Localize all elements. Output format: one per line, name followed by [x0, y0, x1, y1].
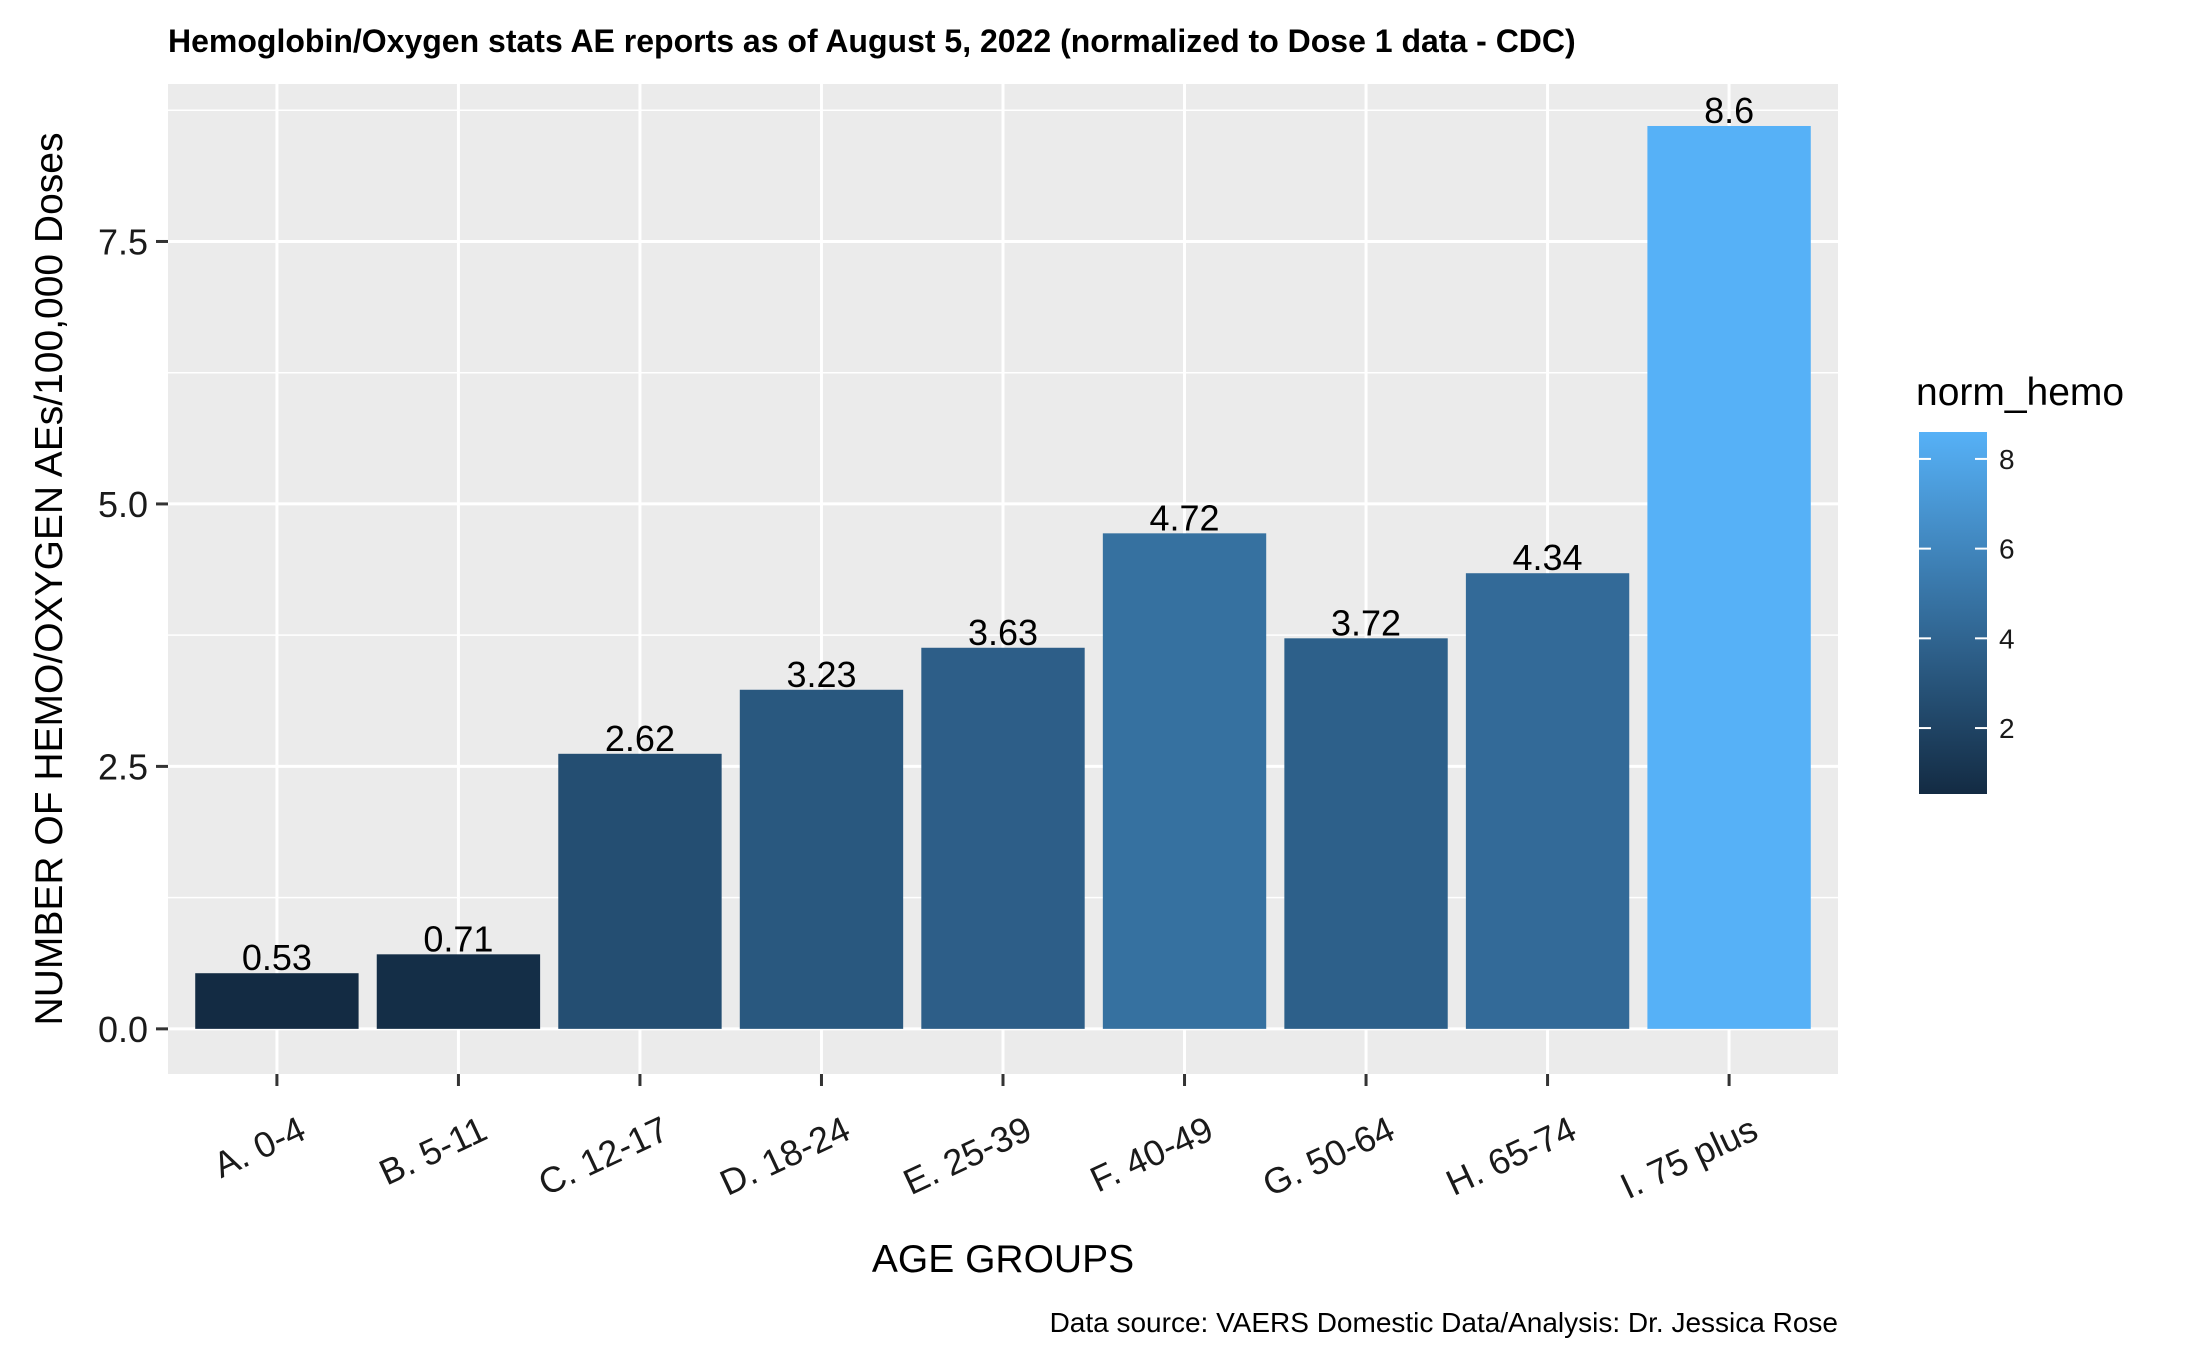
legend: norm_hemo 2 4 6 8	[1916, 371, 2124, 794]
legend-colorbar	[1919, 432, 1987, 794]
bar-value-label: 0.71	[423, 918, 493, 959]
y-axis-title: NUMBER OF HEMO/OXYGEN AEs/100,000 Doses	[28, 133, 71, 1026]
x-tick-label: I. 75 plus	[1614, 1108, 1764, 1207]
data-source-caption: Data source: VAERS Domestic Data/Analysi…	[1050, 1307, 1838, 1338]
bar	[921, 647, 1085, 1029]
bar-value-label: 4.34	[1513, 537, 1583, 578]
bar-value-label: 2.62	[605, 718, 675, 759]
bar-value-label: 4.72	[1149, 497, 1219, 538]
bars-layer	[195, 125, 1811, 1029]
legend-title: norm_hemo	[1916, 371, 2124, 414]
legend-tick-label: 4	[1999, 623, 2015, 654]
x-tick-label: E. 25-39	[897, 1108, 1038, 1203]
bar	[558, 753, 722, 1029]
legend-tick-label: 2	[1999, 713, 2015, 744]
bar	[739, 689, 904, 1029]
bar-value-label: 3.63	[968, 612, 1038, 653]
y-tick-label: 0.0	[98, 1009, 148, 1050]
y-axis: 0.0 2.5 5.0 7.5	[98, 221, 168, 1050]
chart-title: Hemoglobin/Oxygen stats AE reports as of…	[168, 23, 1576, 59]
bar	[1465, 573, 1630, 1029]
data-labels-layer: 0.53 0.71 2.62 3.23 3.63 4.72 3.72 4.34 8.6	[242, 90, 1754, 978]
x-axis: A. 0-4 B. 5-11 C. 12-17 D. 18-24 E. 25-39 F. …	[207, 1074, 1764, 1207]
bar	[1102, 533, 1267, 1029]
x-tick-label: H. 65-74	[1440, 1108, 1582, 1204]
bar	[195, 973, 359, 1029]
y-tick-label: 2.5	[98, 746, 148, 787]
legend-ticks: 2 4 6 8	[1919, 444, 2015, 744]
x-tick-label: B. 5-11	[373, 1108, 493, 1193]
y-tick-label: 5.0	[98, 484, 148, 525]
bar-value-label: 3.72	[1331, 602, 1401, 643]
bar-value-label: 3.23	[786, 654, 856, 695]
x-axis-title: AGE GROUPS	[872, 1238, 1134, 1281]
bar	[1284, 638, 1448, 1029]
y-tick-label: 7.5	[98, 221, 148, 262]
x-tick-label: G. 50-64	[1256, 1108, 1400, 1204]
bar-value-label: 0.53	[242, 937, 312, 978]
x-tick-label: C. 12-17	[532, 1108, 674, 1204]
x-tick-label: A. 0-4	[207, 1108, 311, 1186]
x-tick-label: F. 40-49	[1084, 1108, 1219, 1200]
x-tick-label: D. 18-24	[714, 1108, 856, 1204]
bar-value-label: 8.6	[1704, 90, 1754, 131]
legend-tick-label: 6	[1999, 534, 2015, 565]
bar	[376, 954, 541, 1029]
legend-tick-label: 8	[1999, 444, 2015, 475]
bar	[1647, 125, 1811, 1029]
